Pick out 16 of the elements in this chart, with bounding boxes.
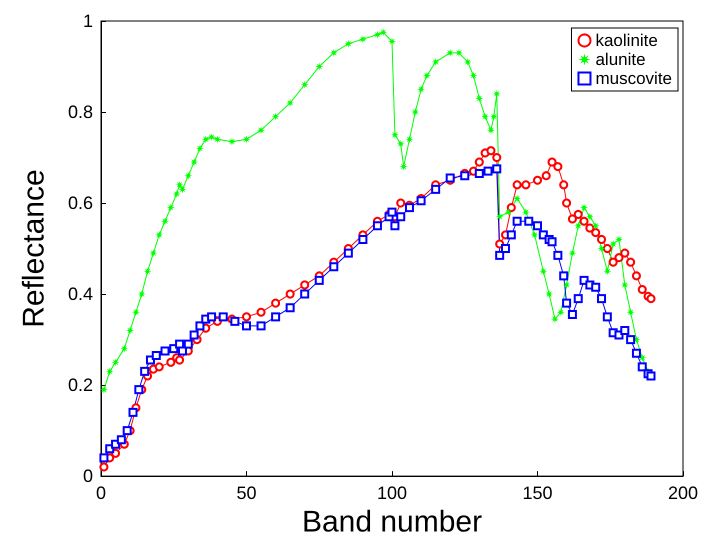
- y-tick-label: 0.4: [68, 284, 93, 304]
- y-axis-title: Reflectance: [18, 169, 50, 328]
- x-tick-label: 100: [376, 483, 408, 504]
- y-tick-label: 0: [82, 466, 93, 486]
- y-tick-label: 0.8: [68, 102, 93, 122]
- legend-label: alunite: [595, 50, 646, 69]
- x-tick-label: 50: [236, 483, 257, 504]
- legend-label: kaolinite: [595, 31, 658, 50]
- y-tick-label: 0.6: [68, 193, 93, 214]
- x-tick-label: 0: [96, 483, 106, 504]
- x-tick-label: 150: [522, 483, 553, 504]
- y-tick-label: 1: [82, 11, 93, 31]
- x-axis-title: Band number: [302, 506, 482, 538]
- legend-label: muscovite: [595, 69, 672, 88]
- x-tick-label: 200: [668, 483, 698, 504]
- y-tick-label: 0.2: [68, 375, 93, 396]
